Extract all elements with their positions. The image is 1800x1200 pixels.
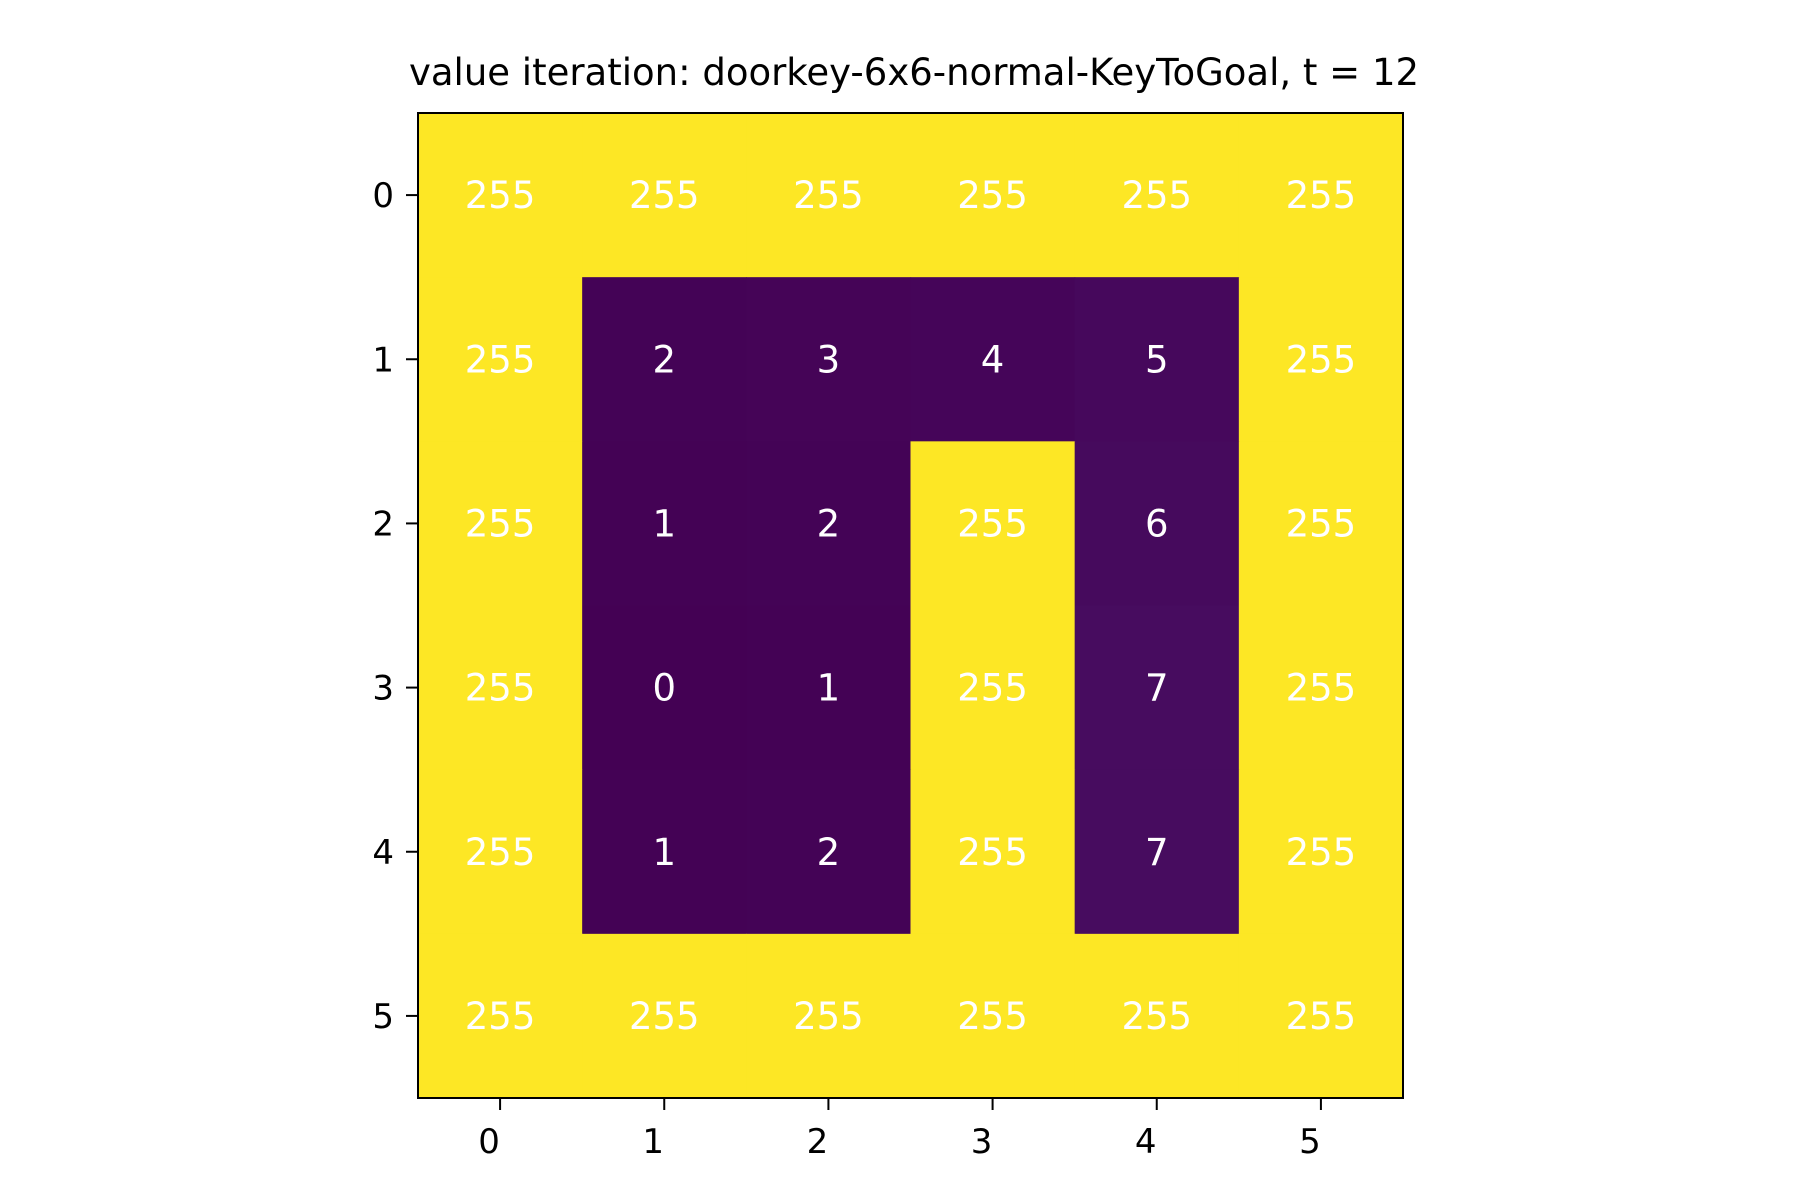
x-tick-label: 4: [1135, 1122, 1157, 1162]
heatmap-cell: [746, 769, 912, 935]
x-tick-label: 5: [1299, 1122, 1321, 1162]
cell-value-label: 3: [817, 338, 841, 381]
cell-value-label: 255: [957, 995, 1028, 1038]
x-tick-label: 0: [478, 1122, 500, 1162]
y-tick-label: 4: [372, 833, 394, 873]
cell-value-label: 255: [793, 995, 864, 1038]
heatmap-cell: [1074, 277, 1240, 442]
heatmap-cell: [1074, 933, 1240, 1099]
heatmap-cell: [910, 769, 1076, 935]
cell-value-label: 2: [652, 338, 676, 381]
heatmap-cell: [910, 933, 1076, 1099]
x-tick-label: 1: [642, 1122, 664, 1162]
heatmap-cell: [1238, 441, 1404, 607]
cell-value-label: 6: [1145, 502, 1169, 545]
heatmap-cell: [1238, 933, 1404, 1099]
heatmap-cell: [582, 113, 747, 278]
heatmap-cell: [582, 441, 747, 607]
heatmap-cell: [1238, 769, 1404, 935]
cell-value-label: 255: [629, 995, 700, 1038]
heatmap-cell: [910, 605, 1076, 771]
heatmap-cell: [1074, 769, 1240, 935]
y-tick-label: 5: [372, 997, 394, 1037]
heatmap-cell: [746, 441, 912, 607]
cell-value-label: 255: [465, 667, 536, 710]
cell-value-label: 255: [1121, 174, 1192, 217]
cell-value-label: 255: [957, 667, 1028, 710]
heatmap-cell: [418, 769, 583, 935]
heatmap-cell: [582, 277, 747, 442]
cell-value-label: 255: [1286, 338, 1357, 381]
y-tick-label: 2: [372, 504, 394, 544]
cell-value-label: 255: [957, 502, 1028, 545]
cell-value-label: 255: [1286, 174, 1357, 217]
heatmap-cell: [1074, 441, 1240, 607]
heatmap-cell: [418, 441, 583, 607]
heatmap-cell: [1238, 605, 1404, 771]
y-axis: 0 1 2 3 4 5: [372, 176, 418, 1037]
y-tick-label: 3: [372, 669, 394, 709]
x-axis: 0 1 2 3 4 5: [478, 1098, 1322, 1162]
cell-value-label: 5: [1145, 338, 1169, 381]
cell-value-label: 7: [1145, 831, 1169, 874]
cell-value-label: 255: [465, 338, 536, 381]
heatmap-cell: [746, 933, 912, 1099]
heatmap-cell: [910, 113, 1076, 278]
cell-value-label: 255: [957, 174, 1028, 217]
heatmap-cell: [746, 605, 912, 771]
heatmap-cell: [582, 769, 747, 935]
cell-value-label: 255: [465, 995, 536, 1038]
heatmap-cell: [1074, 605, 1240, 771]
cell-value-label: 255: [465, 831, 536, 874]
cell-value-label: 7: [1145, 667, 1169, 710]
y-tick-label: 1: [372, 340, 394, 380]
cell-value-label: 255: [1286, 995, 1357, 1038]
heatmap-cell: [910, 441, 1076, 607]
heatmap-cell: [418, 605, 583, 771]
cell-value-label: 255: [465, 174, 536, 217]
heatmap-cell: [418, 277, 583, 442]
cell-value-label: 2: [817, 502, 841, 545]
heatmap-cell: [418, 933, 583, 1099]
heatmap-cell: [746, 113, 912, 278]
cell-value-label: 1: [652, 502, 676, 545]
cell-value-label: 255: [1286, 502, 1357, 545]
cell-value-label: 4: [981, 338, 1005, 381]
heatmap-cell: [1074, 113, 1240, 278]
y-tick-label: 0: [372, 176, 394, 216]
plot-frame: [417, 112, 1404, 1099]
x-tick-label: 3: [971, 1122, 993, 1162]
cell-value-label: 255: [1286, 831, 1357, 874]
heatmap-cell: [910, 277, 1076, 442]
heatmap-cell: [582, 933, 747, 1099]
heatmap-cell: [1238, 277, 1404, 442]
cell-value-label: 255: [793, 174, 864, 217]
heatmap-cell-labels: 255 255 255 255 255 255 255 2 3 4 5 255 255 1 2 255 6 255…: [465, 174, 1356, 1038]
heatmap-cell: [582, 605, 747, 771]
heatmap-cell: [746, 277, 912, 442]
cell-value-label: 2: [817, 831, 841, 874]
heatmap-cell: [1238, 113, 1404, 278]
heatmap-cells: [418, 113, 1404, 1099]
cell-value-label: 255: [629, 174, 700, 217]
cell-value-label: 255: [1121, 995, 1192, 1038]
cell-value-label: 0: [652, 667, 676, 710]
cell-value-label: 1: [652, 831, 676, 874]
cell-value-label: 255: [465, 502, 536, 545]
chart-title: value iteration: doorkey-6x6-normal-KeyT…: [409, 51, 1419, 94]
cell-value-label: 255: [957, 831, 1028, 874]
cell-value-label: 1: [817, 667, 841, 710]
cell-value-label: 255: [1286, 667, 1357, 710]
x-tick-label: 2: [807, 1122, 829, 1162]
heatmap-cell: [418, 113, 583, 278]
